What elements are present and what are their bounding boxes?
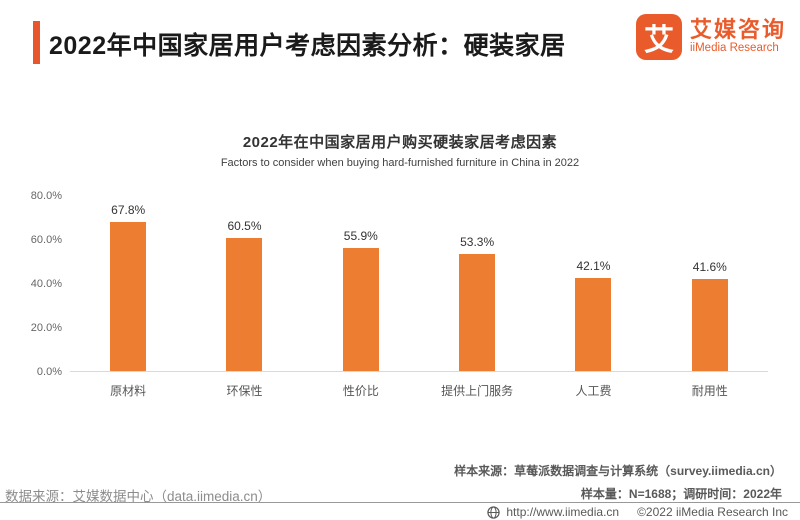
- footer: http://www.iimedia.cn ©2022 iiMedia Rese…: [487, 505, 788, 519]
- sample-size-note: 样本量：N=1688；调研时间：2022年: [580, 487, 782, 501]
- bar-column: 41.6%: [652, 196, 768, 371]
- footer-copyright: ©2022 iiMedia Research Inc: [637, 505, 788, 519]
- x-axis-label: 提供上门服务: [441, 384, 514, 398]
- plot-area: 67.8% 60.5% 55.9% 53.3% 42.1% 41.6% 原材料 环保性 性价比…: [70, 196, 768, 399]
- y-axis-tick: 80.0%: [30, 190, 62, 202]
- y-axis-tick: 40.0%: [30, 278, 62, 290]
- page-title: 2022年中国家居用户考虑因素分析：硬装家居: [49, 32, 566, 60]
- accent-bar: [33, 21, 40, 64]
- bar: [691, 279, 728, 371]
- footer-divider: [0, 502, 800, 503]
- chart-subtitle: Factors to consider when buying hard-fur…: [220, 157, 580, 169]
- bar-value-label: 42.1%: [576, 259, 611, 273]
- bar: [110, 222, 147, 371]
- bar-column: 67.8%: [70, 196, 186, 371]
- y-axis-tick: 0.0%: [36, 366, 62, 378]
- x-axis-label: 环保性: [226, 384, 263, 398]
- bar-value-label: 55.9%: [343, 229, 378, 243]
- y-axis-tick: 60.0%: [30, 234, 62, 246]
- sample-source-note: 样本来源：草莓派数据调查与计算系统（survey.iimedia.cn）: [454, 464, 782, 478]
- bar-value-label: 67.8%: [111, 203, 146, 217]
- logo-name-en: iiMedia Research: [689, 42, 779, 55]
- bar-value-label: 60.5%: [227, 219, 262, 233]
- bar-column: 55.9%: [303, 196, 419, 371]
- iimedia-logo: 艾 艾媒咨询 iiMedia Research: [635, 14, 786, 60]
- bar-column: 53.3%: [419, 196, 535, 371]
- globe-icon: [487, 505, 501, 519]
- x-axis-label: 原材料: [110, 384, 147, 398]
- bar: [342, 248, 379, 371]
- bar-value-label: 53.3%: [460, 235, 495, 249]
- chart-title: 2022年在中国家居用户购买硬装家居考虑因素: [242, 134, 558, 151]
- bar-column: 60.5%: [186, 196, 302, 371]
- bar: [226, 238, 263, 371]
- bar-chart: 80.0% 60.0% 40.0% 20.0% 0.0% 67.8% 60.5% 55.9%…: [12, 190, 768, 399]
- bar: [575, 278, 612, 371]
- x-axis-label: 耐用性: [691, 384, 728, 398]
- bar-column: 42.1%: [535, 196, 651, 371]
- header: 2022年中国家居用户考虑因素分析：硬装家居 艾 艾媒咨询 iiMedia Re…: [0, 0, 800, 80]
- iimedia-logo-icon: 艾: [635, 14, 682, 60]
- y-axis-tick: 20.0%: [30, 322, 62, 334]
- logo-name-cn: 艾媒咨询: [689, 17, 786, 42]
- data-source-note: 数据来源：艾媒数据中心（data.iimedia.cn）: [5, 489, 272, 504]
- bars-container: 67.8% 60.5% 55.9% 53.3% 42.1% 41.6%: [70, 196, 768, 372]
- logo-wordmark: 艾媒咨询 iiMedia Research: [689, 17, 786, 56]
- bar: [459, 254, 496, 371]
- bar-value-label: 41.6%: [692, 260, 727, 274]
- x-axis-labels: 原材料 环保性 性价比 提供上门服务 人工费 耐用性: [70, 372, 768, 399]
- x-axis-label: 性价比: [342, 384, 379, 398]
- y-axis: 80.0% 60.0% 40.0% 20.0% 0.0%: [12, 190, 70, 378]
- footer-url: http://www.iimedia.cn: [506, 505, 620, 519]
- x-axis-label: 人工费: [575, 384, 612, 398]
